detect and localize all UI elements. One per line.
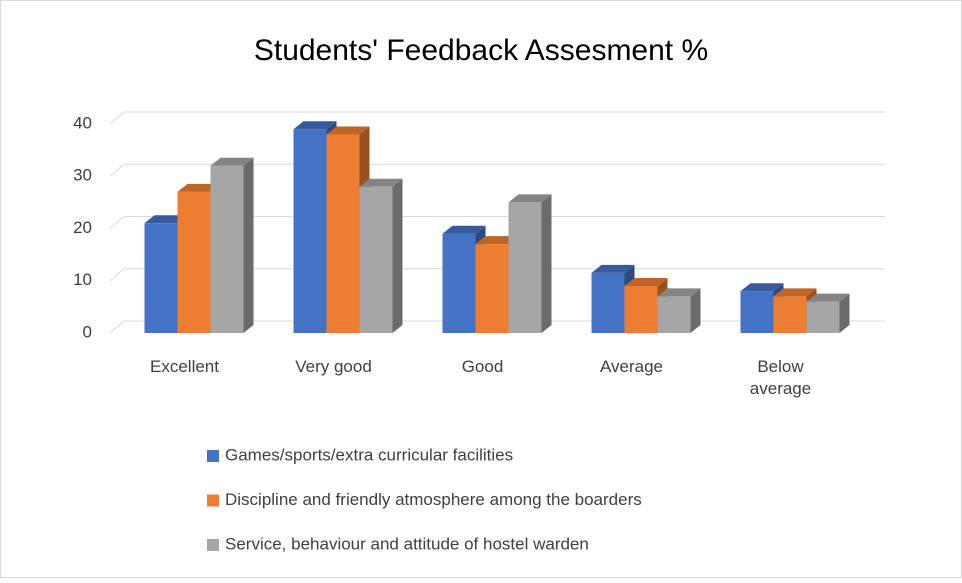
bar-front xyxy=(326,134,360,333)
y-tick-label: 20 xyxy=(73,218,92,237)
y-tick-label: 30 xyxy=(73,166,92,185)
legend-label: Service, behaviour and attitude of hoste… xyxy=(225,534,589,553)
bar-side xyxy=(690,288,701,333)
bar-front xyxy=(177,191,211,333)
bar-top xyxy=(293,121,337,130)
bar-top xyxy=(657,288,701,297)
grid-line xyxy=(109,111,885,125)
legend-swatch xyxy=(207,450,219,462)
legend-swatch xyxy=(207,539,219,551)
x-tick-label-box: Very good xyxy=(295,357,372,376)
legend-label: Games/sports/extra curricular facilities xyxy=(225,445,513,464)
bar-top xyxy=(442,225,486,234)
legend-swatch xyxy=(207,494,219,507)
x-tick-label-box: Below average xyxy=(749,357,812,398)
bar xyxy=(773,288,817,333)
bar-front xyxy=(442,233,476,333)
y-tick-label: 0 xyxy=(83,322,92,341)
bar xyxy=(657,288,701,333)
bar-front xyxy=(144,223,178,333)
bar-front xyxy=(740,291,774,333)
bar-side xyxy=(392,178,403,333)
bar-side xyxy=(839,293,850,333)
bar-side xyxy=(243,157,254,333)
bar xyxy=(806,293,850,333)
bar-front xyxy=(657,296,691,333)
bar-front xyxy=(806,301,840,333)
bar xyxy=(508,194,552,333)
bar-side xyxy=(541,194,552,333)
x-tick-label: Good xyxy=(461,357,504,376)
bar-top xyxy=(326,126,370,135)
bar-front xyxy=(624,285,658,333)
bar-front xyxy=(508,202,542,333)
chart-title: Students' Feedback Assesment % xyxy=(254,34,708,67)
bar-front xyxy=(591,272,625,333)
grid-line xyxy=(109,163,885,177)
bar-front xyxy=(475,244,509,333)
x-tick-label: Very good xyxy=(295,357,372,376)
y-tick-label: 40 xyxy=(73,113,92,132)
bar-top xyxy=(591,264,635,273)
x-tick-label-box: Average xyxy=(599,357,663,376)
bar-front xyxy=(210,165,244,333)
bar-front xyxy=(359,186,393,333)
bar-top xyxy=(806,293,850,302)
x-tick-label-box: Good xyxy=(461,357,504,376)
y-tick-label: 10 xyxy=(73,270,92,289)
bar-top xyxy=(144,215,188,224)
x-tick-label: Below average xyxy=(749,357,812,398)
bar-front xyxy=(773,296,807,333)
bar-top xyxy=(624,277,668,286)
bar-top xyxy=(773,288,817,297)
bar-top xyxy=(508,194,552,203)
x-tick-label: Excellent xyxy=(150,357,219,376)
bar xyxy=(359,178,403,333)
x-tick-label: Average xyxy=(599,357,663,376)
bar-top xyxy=(210,157,254,166)
bar xyxy=(210,157,254,333)
grid-line xyxy=(109,216,885,229)
x-tick-label-box: Excellent xyxy=(150,357,219,376)
bar-top xyxy=(740,283,784,292)
bar-top xyxy=(359,178,403,187)
bar-top xyxy=(177,183,221,192)
legend-label: Discipline and friendly atmosphere among… xyxy=(225,490,642,509)
bar-top xyxy=(475,236,519,245)
bar-front xyxy=(293,129,327,333)
